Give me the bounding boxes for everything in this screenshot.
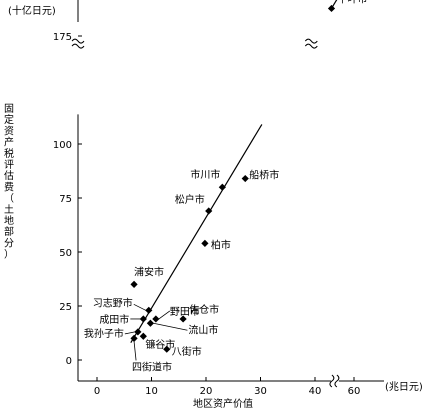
trendline-upper (330, 0, 338, 9)
x-break-mark-left (329, 374, 335, 388)
point-label-佐仓市: 佐仓市 (189, 303, 219, 316)
point-流山市 (146, 319, 155, 327)
axes (71, 0, 384, 388)
y-axis-title-char: 部 (4, 225, 14, 238)
leader-习志野市 (133, 303, 146, 311)
point-习志野市 (145, 306, 153, 314)
point-label-流山市: 流山市 (188, 323, 218, 336)
point-label-八街市: 八街市 (172, 345, 202, 358)
point-船桥市 (241, 174, 249, 183)
point-label-船桥市: 船桥市 (249, 169, 279, 182)
point-市川市 (218, 183, 226, 191)
point-label-野田市: 野田市 (170, 305, 200, 318)
point-我孙子市 (134, 328, 142, 336)
trend-break-mark-lower (304, 43, 318, 49)
y-axis-title-char: 估 (4, 169, 14, 182)
y-axis-title: 固定资产税评估费（土地部分） (4, 103, 14, 261)
point-柏市 (201, 239, 209, 247)
point-千叶市 (327, 4, 336, 13)
y-axis-title-char: 费 (4, 180, 14, 193)
y-axis-title-char: 评 (4, 159, 14, 171)
point-label-习志野市: 习志野市 (93, 296, 133, 309)
point-label-浦安市: 浦安市 (134, 265, 164, 278)
x-tick-label-30: 30 (254, 386, 267, 397)
leader-野田市 (158, 310, 171, 320)
trend-break-mark-upper (304, 38, 318, 44)
point-八街市 (163, 345, 171, 353)
point-浦安市 (130, 280, 138, 288)
x-tick-label-60: 60 (348, 386, 361, 397)
x-tick-label-0: 0 (94, 386, 100, 397)
y-axis-title-char: 税 (4, 147, 14, 160)
point-label-千叶市: 千叶市 (338, 0, 368, 5)
point-label-四街道市: 四街道市 (132, 360, 172, 373)
point-label-松户市: 松户市 (175, 193, 205, 206)
y-axis-title-char: 定 (4, 113, 14, 126)
leader-流山市 (153, 322, 188, 331)
point-label-市川市: 市川市 (190, 168, 220, 181)
y-tick-label-25: 25 (59, 302, 72, 313)
ticks: 025507510015017501020304060 (53, 32, 361, 397)
y-break-mark-lower (71, 43, 85, 49)
trendline-group (130, 0, 338, 344)
x-tick-label-40: 40 (309, 386, 322, 397)
y-tick-label-100: 100 (53, 140, 72, 151)
point-野田市 (152, 315, 160, 323)
y-axis-title-char: 地 (4, 214, 14, 227)
points (130, 4, 336, 353)
y-axis-title-char: 产 (4, 136, 14, 149)
point-四街道市 (130, 334, 138, 342)
y-axis-title-char: 固 (4, 103, 14, 115)
point-label-成田市: 成田市 (99, 313, 129, 326)
x-tick-label-10: 10 (145, 386, 158, 397)
x-tick-label-20: 20 (200, 386, 213, 397)
y-axis-title-char: 资 (4, 125, 14, 137)
x-axis-title: 地区资产价值 (193, 397, 253, 410)
y-axis-title-char: 分 (4, 237, 14, 249)
y-break-mark-upper (71, 38, 85, 44)
point-成田市 (139, 315, 147, 323)
y-tick-label-175: 175 (53, 32, 72, 43)
leader-四街道市 (133, 341, 137, 361)
point-镰谷市 (139, 332, 147, 340)
x-break-mark-right (334, 374, 340, 388)
point-佐仓市 (179, 315, 187, 323)
trendline-lower (130, 124, 263, 344)
y-unit-label: (十亿日元) (8, 4, 56, 17)
point-label-我孙子市: 我孙子市 (84, 327, 124, 340)
leader-我孙子市 (124, 331, 135, 335)
point-label-柏市: 柏市 (211, 238, 231, 251)
y-tick-label-75: 75 (59, 194, 72, 205)
x-unit-label: (兆日元) (385, 381, 423, 393)
y-tick-label-50: 50 (59, 248, 72, 259)
y-axis-title-char: ） (4, 249, 14, 261)
point-label-镰谷市: 镰谷市 (145, 338, 175, 351)
y-axis-title-char: 土 (4, 203, 14, 216)
point-松户市 (205, 207, 213, 215)
y-axis-title-char: （ (4, 193, 14, 205)
y-tick-label-0: 0 (66, 356, 72, 367)
